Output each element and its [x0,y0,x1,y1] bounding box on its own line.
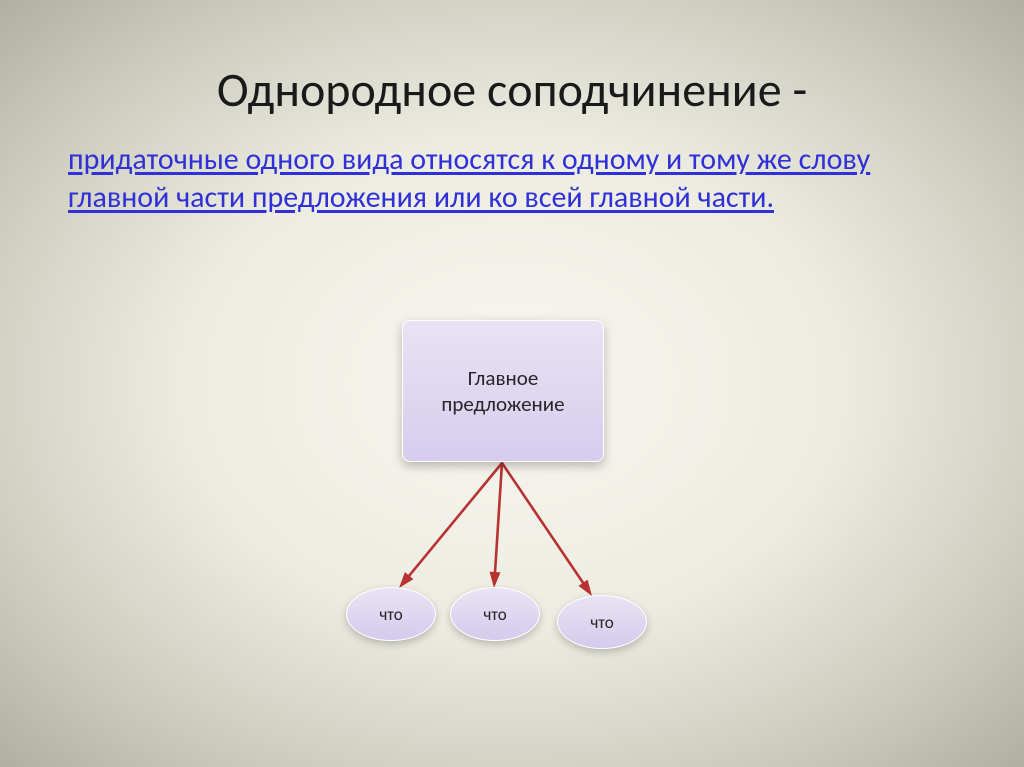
sub-node-1: что [450,587,540,641]
sub-node-0: что [346,587,436,641]
sub-node-2-label: что [590,612,613,633]
main-node: Главноепредложение [402,320,604,462]
sub-node-0-label: что [379,604,402,625]
sub-node-2: что [557,595,647,649]
sub-node-1-label: что [483,604,506,625]
slide: Однородное соподчинение - придаточные од… [0,0,1024,767]
subtitle-text: придаточные одного вида относятся к одно… [68,141,956,218]
diagram-tree: Главноепредложение что что что [0,300,1024,700]
page-title: Однородное соподчинение - [0,60,1024,119]
main-node-label: Главноепредложение [441,365,564,418]
